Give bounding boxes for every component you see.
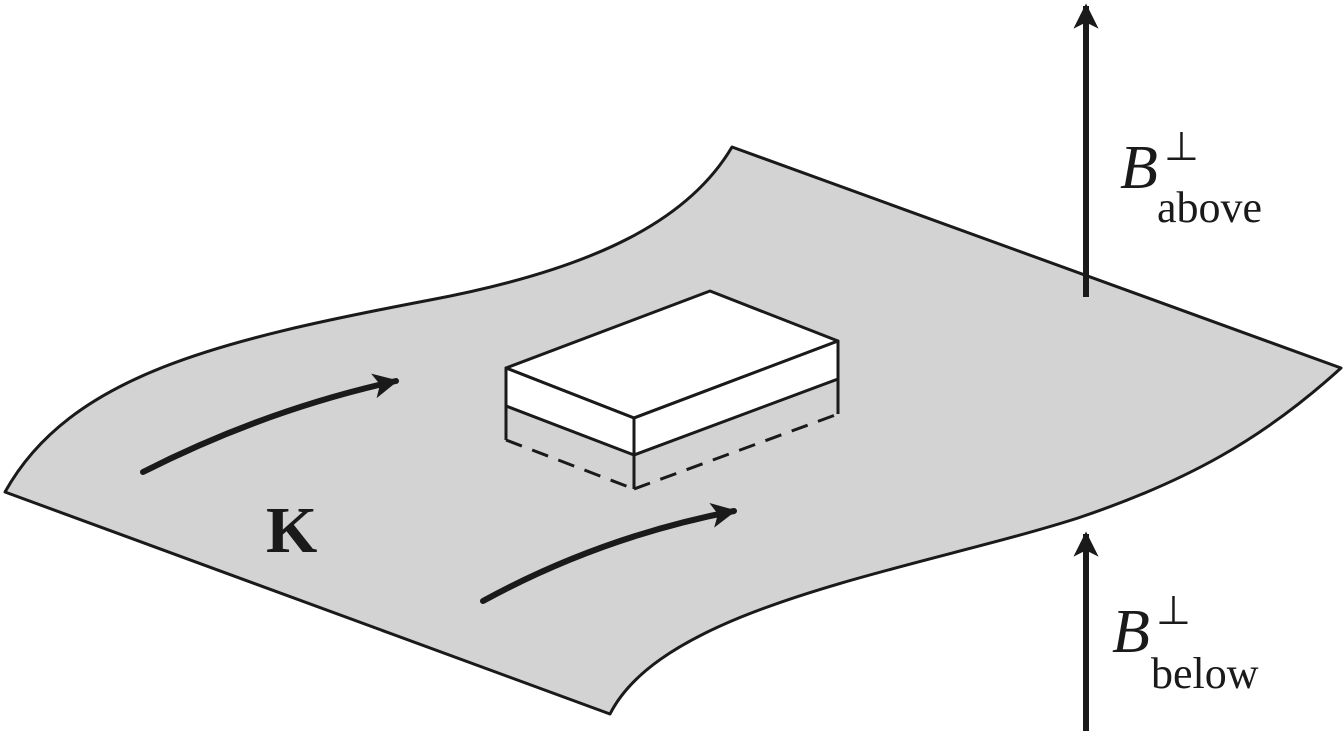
b-above-subscript: above xyxy=(1157,183,1262,232)
current-arrow-upper xyxy=(140,373,399,475)
current-arrow-lower xyxy=(480,502,737,604)
b-below-superscript: ⊥ xyxy=(1156,588,1191,634)
b-below-symbol: B xyxy=(1112,598,1150,666)
b-above-superscript: ⊥ xyxy=(1164,124,1199,170)
pillbox-bottom-dashed-left xyxy=(505,438,635,491)
current-label: K xyxy=(266,494,317,567)
pillbox-bottom-dashed-right xyxy=(633,412,839,491)
b-below-subscript: below xyxy=(1151,649,1259,698)
b-above-symbol: B xyxy=(1120,134,1158,202)
